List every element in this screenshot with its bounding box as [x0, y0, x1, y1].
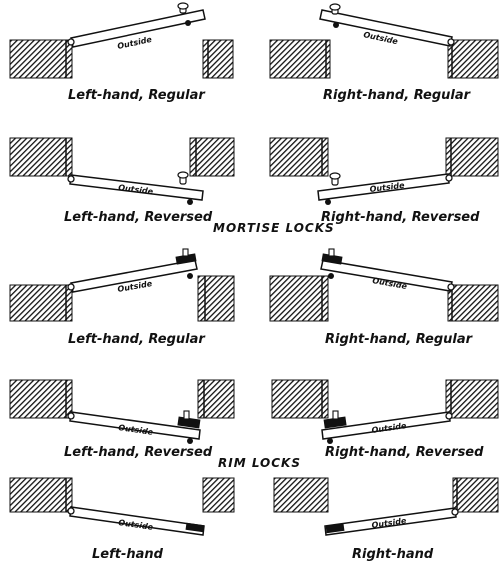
lock-spindle: [185, 20, 191, 26]
wall-jamb: [9, 137, 73, 177]
mortise-right-regular-figure: [269, 3, 499, 79]
hinge: [445, 174, 453, 182]
wall-jamb: [9, 477, 73, 513]
outside-label: Outside: [369, 181, 405, 194]
lock-knob: [328, 248, 335, 257]
hinge: [67, 283, 75, 291]
wall-jamb: [9, 284, 73, 322]
hinge: [67, 412, 75, 420]
hinge: [67, 507, 75, 515]
wall-jamb: [445, 137, 499, 177]
rim-lock-box: [323, 416, 347, 429]
lock-spindle: [187, 438, 193, 444]
mortise-left-reversed-figure: [9, 137, 235, 205]
rim-lock-box: [321, 253, 343, 265]
caption-right-hand-reversed: Right-hand, Reversed: [321, 210, 480, 225]
caption-left-hand-reversed-rim: Left-hand, Reversed: [64, 445, 213, 460]
caption-right-hand-regular-rim: Right-hand, Regular: [325, 332, 474, 347]
wall-jamb: [269, 275, 329, 322]
lock-spindle: [327, 438, 333, 444]
wall-jamb: [447, 39, 499, 79]
section-title-mortise-locks: MORTISE LOCKS: [213, 221, 335, 235]
lock-spindle: [187, 273, 193, 279]
wall-jamb: [189, 137, 235, 177]
lock-knob: [182, 248, 189, 257]
door-leaf: [320, 259, 453, 292]
lock-knob: [177, 2, 189, 10]
wall-jamb: [9, 379, 73, 419]
caption-right-hand-regular: Right-hand, Regular: [323, 88, 472, 103]
rim-right-reversed-figure: [271, 379, 499, 444]
caption-left-hand: Left-hand: [92, 547, 164, 562]
wall-jamb: [447, 284, 499, 322]
wall-jamb: [269, 39, 331, 79]
hinge: [447, 38, 455, 46]
door-leaf: [319, 9, 453, 47]
lock-spindle: [328, 273, 334, 279]
outside-label: Outside: [118, 183, 154, 196]
rim-lock-box: [325, 523, 345, 534]
wall-jamb: [271, 379, 329, 419]
rim-lock-box: [185, 522, 205, 533]
lock-knob: [332, 410, 339, 420]
mortise-left-regular-figure: [9, 2, 234, 79]
hinge: [447, 283, 455, 291]
wall-jamb: [445, 379, 499, 419]
wall-jamb: [197, 275, 235, 322]
rim-left-hand-figure: [9, 477, 235, 536]
caption-right-hand-reversed-rim: Right-hand, Reversed: [325, 445, 484, 460]
lock-spindle: [325, 199, 331, 205]
hinge: [67, 175, 75, 183]
lock-knob: [177, 171, 189, 179]
rim-left-regular-figure: [9, 248, 235, 322]
caption-left-hand-reversed: Left-hand, Reversed: [64, 210, 213, 225]
lock-spindle: [333, 22, 339, 28]
wall-jamb: [269, 137, 329, 177]
wall-jamb: [452, 477, 499, 513]
caption-right-hand: Right-hand: [352, 547, 434, 562]
hinge: [67, 38, 75, 46]
caption-left-hand-regular-rim: Left-hand, Regular: [68, 332, 206, 347]
rim-lock-box: [175, 253, 197, 265]
lock-knob: [183, 410, 190, 420]
hinge: [445, 412, 453, 420]
hinge: [451, 508, 459, 516]
rim-right-regular-figure: [269, 248, 499, 322]
lock-knob: [329, 172, 341, 180]
wall-jamb: [273, 477, 329, 513]
lock-knob: [329, 3, 341, 11]
wall-jamb: [9, 39, 73, 79]
lock-spindle: [187, 199, 193, 205]
mortise-right-reversed-figure: [269, 137, 499, 205]
rim-lock-box: [177, 416, 201, 429]
section-title-rim-locks: RIM LOCKS: [218, 456, 301, 470]
rim-left-reversed-figure: [9, 379, 235, 444]
caption-left-hand-regular: Left-hand, Regular: [68, 88, 206, 103]
rim-right-hand-figure: [273, 477, 499, 536]
wall-jamb: [202, 477, 235, 513]
